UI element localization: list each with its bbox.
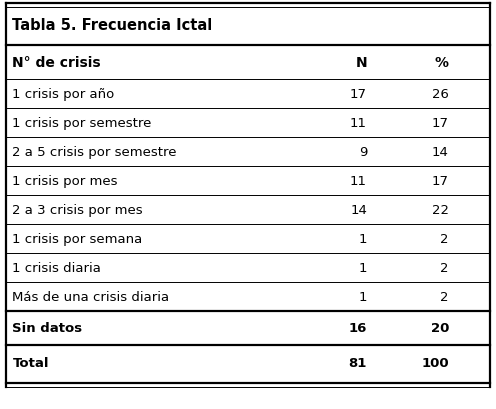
Text: 2: 2 [440,232,449,245]
Text: 1 crisis por semana: 1 crisis por semana [12,232,143,245]
Text: 11: 11 [350,117,367,130]
Text: 81: 81 [349,357,367,370]
Text: Total: Total [12,357,49,370]
Text: 1 crisis diaria: 1 crisis diaria [12,261,101,274]
Text: Más de una crisis diaria: Más de una crisis diaria [12,290,170,303]
Text: 1: 1 [359,232,367,245]
Text: 17: 17 [432,175,449,188]
Text: 2 a 3 crisis por mes: 2 a 3 crisis por mes [12,204,143,216]
Text: 1 crisis por año: 1 crisis por año [12,88,115,101]
Text: 2 a 5 crisis por semestre: 2 a 5 crisis por semestre [12,146,177,159]
Text: 1: 1 [359,290,367,303]
Text: 100: 100 [421,357,449,370]
Text: 14: 14 [432,146,449,159]
Text: %: % [435,56,449,70]
Text: 11: 11 [350,175,367,188]
Text: 17: 17 [350,88,367,101]
Text: 2: 2 [440,290,449,303]
Text: 26: 26 [432,88,449,101]
Text: 9: 9 [359,146,367,159]
Text: N° de crisis: N° de crisis [12,56,101,70]
Text: 17: 17 [432,117,449,130]
Text: Tabla 5. Frecuencia Ictal: Tabla 5. Frecuencia Ictal [12,18,213,32]
Text: 1 crisis por semestre: 1 crisis por semestre [12,117,152,130]
Text: 22: 22 [432,204,449,216]
Text: 20: 20 [431,322,449,335]
Text: 1 crisis por mes: 1 crisis por mes [12,175,118,188]
Text: 16: 16 [349,322,367,335]
Text: 2: 2 [440,261,449,274]
Text: Sin datos: Sin datos [12,322,82,335]
Text: 1: 1 [359,261,367,274]
Text: 14: 14 [350,204,367,216]
Text: N: N [356,56,367,70]
